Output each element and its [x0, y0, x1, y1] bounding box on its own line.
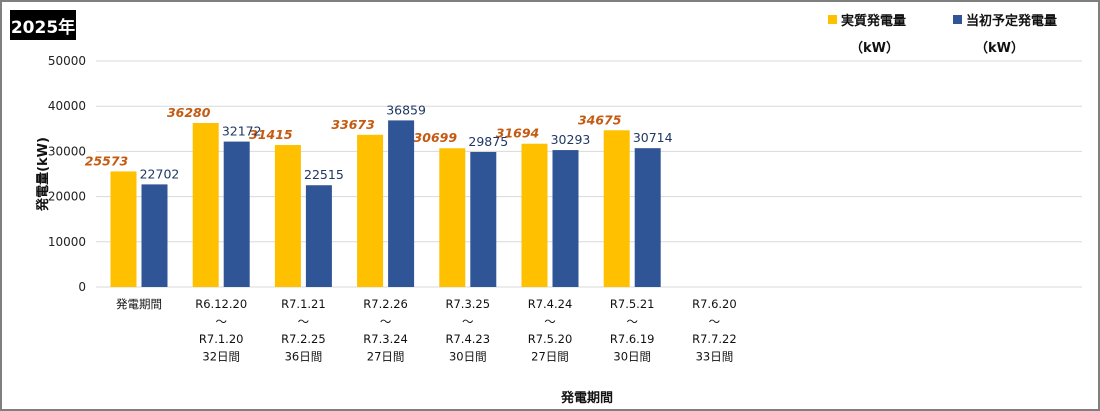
x-category-label: R7.3.25 [446, 297, 491, 311]
planned-data-label: 22702 [140, 166, 180, 181]
actual-bar [357, 134, 384, 287]
x-category-label: 33日間 [696, 350, 734, 364]
planned-data-label: 22515 [304, 167, 344, 182]
x-category-label: ～ [462, 315, 474, 329]
y-tick-label: 10000 [48, 235, 86, 249]
planned-data-label: 30714 [633, 130, 673, 145]
y-tick-label: 50000 [48, 54, 86, 68]
legend-label: 実質発電量 [841, 13, 906, 29]
legend-label: 当初予定発電量 [966, 13, 1057, 29]
x-category-label: R7.6.19 [610, 332, 655, 346]
planned-bar [388, 120, 415, 287]
x-category-label: R7.2.25 [281, 332, 326, 346]
x-category-label: 27日間 [367, 350, 405, 364]
x-category-label: R7.5.20 [528, 332, 573, 346]
actual-bar [521, 143, 548, 287]
planned-bar [552, 150, 579, 287]
actual-data-label: 36280 [167, 105, 211, 120]
year-badge: 2025年 [10, 10, 76, 40]
x-category-label: ～ [298, 315, 310, 329]
planned-data-label: 29875 [468, 134, 508, 149]
planned-data-label: 30293 [551, 132, 591, 147]
x-category-label: 32日間 [202, 350, 240, 364]
actual-bar [603, 130, 630, 287]
x-category-label: R7.3.24 [363, 332, 408, 346]
y-tick-label: 0 [78, 280, 86, 294]
x-category-label: ～ [215, 315, 227, 329]
planned-data-label: 36859 [386, 102, 426, 117]
legend-unit: （kW） [850, 40, 899, 56]
actual-data-label: 25573 [85, 153, 129, 168]
planned-data-label: 32172 [222, 124, 262, 139]
actual-data-label: 30699 [414, 130, 458, 145]
x-category-label: 発電期間 [116, 297, 162, 311]
actual-data-label: 31415 [249, 127, 293, 142]
x-category-label: R7.6.20 [692, 297, 737, 311]
planned-bar [634, 148, 661, 287]
planned-bar [305, 185, 332, 287]
actual-bar [274, 145, 301, 287]
y-tick-label: 20000 [48, 190, 86, 204]
actual-data-label: 31694 [496, 126, 540, 141]
x-category-label: 36日間 [285, 350, 323, 364]
legend-unit: （kW） [975, 40, 1024, 56]
x-axis-title: 発電期間 [560, 390, 613, 406]
planned-bar [470, 151, 497, 287]
legend-swatch [828, 15, 837, 24]
x-category-label: R7.2.26 [363, 297, 408, 311]
x-category-label: ～ [626, 315, 638, 329]
planned-bar [141, 184, 168, 287]
actual-data-label: 33673 [331, 117, 375, 132]
y-tick-label: 40000 [48, 99, 86, 113]
actual-bar [110, 171, 137, 287]
x-category-label: R7.4.24 [528, 297, 573, 311]
x-category-label: R7.4.23 [446, 332, 491, 346]
x-category-label: 27日間 [531, 350, 569, 364]
planned-bar [223, 141, 250, 287]
x-category-label: R7.7.22 [692, 332, 737, 346]
actual-bar [439, 148, 466, 287]
x-category-label: 30日間 [613, 350, 651, 364]
x-category-label: ～ [380, 315, 392, 329]
x-category-label: R7.5.21 [610, 297, 655, 311]
actual-data-label: 34675 [578, 112, 622, 127]
legend-swatch [953, 15, 962, 24]
y-tick-label: 30000 [48, 144, 86, 158]
x-category-label: R7.1.21 [281, 297, 326, 311]
actual-bar [192, 123, 219, 287]
x-category-label: R6.12.20 [195, 297, 247, 311]
x-category-label: ～ [544, 315, 556, 329]
x-category-label: ～ [709, 315, 721, 329]
y-axis-title: 発電量(kW) [35, 137, 51, 212]
x-category-label: 30日間 [449, 350, 487, 364]
x-category-label: R7.1.20 [199, 332, 244, 346]
